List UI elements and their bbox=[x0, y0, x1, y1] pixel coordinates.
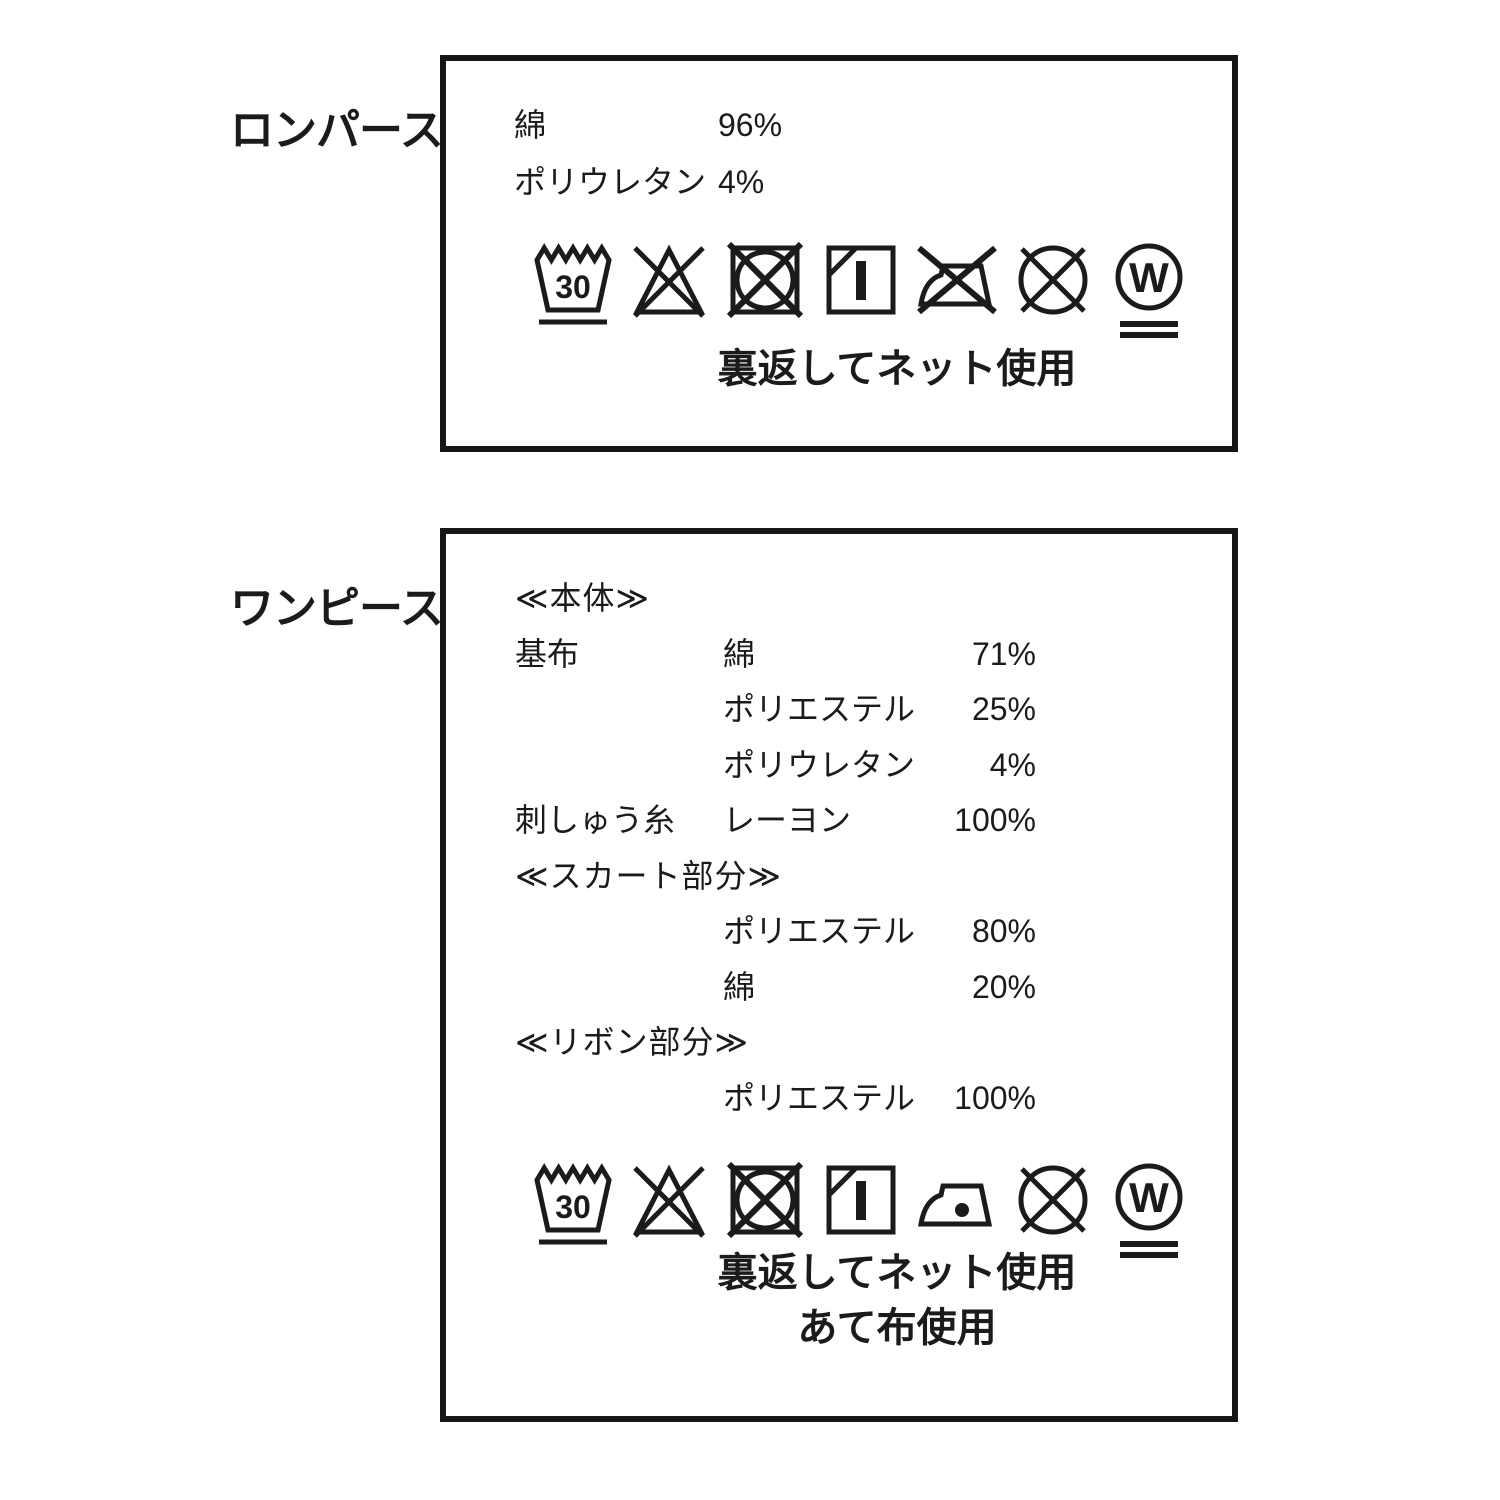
care-notes: 裏返してネット使用 あて布使用 bbox=[504, 1246, 1290, 1356]
composition-row: 綿 20% bbox=[515, 960, 1222, 1016]
composition-section-header: ≪スカート部分≫ bbox=[515, 849, 1222, 905]
material-percent: 96% bbox=[718, 107, 783, 143]
do-not-dry-clean-icon bbox=[1018, 245, 1088, 315]
section-label-onepiece: ワンピース bbox=[230, 584, 444, 633]
material-percent: 80% bbox=[971, 913, 1036, 949]
svg-text:W: W bbox=[1129, 1174, 1169, 1221]
material-name: 綿 bbox=[723, 635, 756, 672]
wet-clean-very-mild-icon: W bbox=[1115, 1163, 1183, 1258]
do-not-tumble-dry-icon bbox=[726, 241, 804, 319]
care-note: 裏返してネット使用 bbox=[717, 1251, 1077, 1295]
composition-row: 刺しゅう糸 レーヨン 100% bbox=[515, 793, 1222, 849]
composition-row: ポリエステル 80% bbox=[515, 904, 1222, 960]
section-header-text: ≪本体≫ bbox=[515, 580, 651, 616]
material-percent: 4% bbox=[989, 746, 1036, 783]
wash-30-mild-icon: 30 bbox=[534, 243, 612, 325]
composition-lines: 綿 96% ポリウレタン 4% bbox=[514, 97, 1222, 211]
material-percent: 100% bbox=[954, 1079, 1036, 1116]
care-box-onepiece: ≪本体≫ 基布綿 71% ポリエステル 25% ポリウレタン 4% 刺しゅう糸 レーヨン 100%… bbox=[440, 528, 1238, 1422]
part-name: 基布 bbox=[515, 635, 580, 672]
material-name: ポリウレタン bbox=[514, 164, 707, 200]
composition-row: 基布 綿 71% bbox=[515, 627, 1222, 683]
care-box-rompers: 綿 96% ポリウレタン 4% 30 W 裏返してネット使用 bbox=[440, 55, 1238, 452]
composition-lines: ≪本体≫ 基布綿 71% ポリエステル 25% ポリウレタン 4% 刺しゅう糸 レーヨン 100%… bbox=[515, 571, 1222, 1126]
care-notes: 裏返してネット使用 bbox=[504, 342, 1290, 397]
wet-clean-very-mild-icon: W bbox=[1115, 243, 1183, 338]
material-name: レーヨン bbox=[723, 802, 852, 838]
composition-section-header: ≪リボン部分≫ bbox=[515, 1015, 1222, 1071]
do-not-bleach-icon bbox=[632, 244, 706, 318]
material-name: 綿 bbox=[514, 107, 547, 143]
material-name: ポリエステル bbox=[723, 691, 916, 727]
composition-row: ポリウレタン 4% bbox=[515, 738, 1222, 794]
do-not-bleach-icon bbox=[632, 1164, 706, 1238]
material-name: ポリエステル bbox=[723, 1079, 916, 1116]
material-percent: 100% bbox=[954, 802, 1036, 838]
composition-section-header: ≪本体≫ bbox=[515, 571, 1222, 627]
material-percent: 71% bbox=[971, 635, 1036, 672]
care-symbols-row: 30 W bbox=[468, 240, 1254, 344]
composition-row: ポリエステル 25% bbox=[515, 682, 1222, 738]
composition-row: 綿 96% bbox=[514, 97, 1222, 154]
material-percent: 25% bbox=[971, 691, 1036, 727]
iron-low-icon bbox=[918, 1183, 993, 1227]
svg-text:W: W bbox=[1129, 254, 1169, 301]
do-not-dry-clean-icon bbox=[1018, 1165, 1088, 1235]
material-percent: 20% bbox=[971, 968, 1036, 1005]
composition-row: ポリウレタン 4% bbox=[514, 154, 1222, 211]
section-label-rompers: ロンパース bbox=[230, 106, 444, 155]
material-name: ポリウレタン bbox=[723, 746, 916, 783]
svg-text:30: 30 bbox=[555, 269, 591, 305]
care-note: あて布使用 bbox=[797, 1306, 997, 1350]
material-name: 綿 bbox=[723, 968, 756, 1005]
section-header-text: ≪スカート部分≫ bbox=[515, 857, 783, 894]
part-name: 刺しゅう糸 bbox=[515, 802, 676, 838]
composition-row: ポリエステル 100% bbox=[515, 1071, 1222, 1127]
section-header-text: ≪リボン部分≫ bbox=[515, 1024, 750, 1060]
care-symbols-row: 30 W bbox=[468, 1160, 1254, 1264]
wash-30-mild-icon: 30 bbox=[534, 1163, 612, 1245]
material-name: ポリエステル bbox=[723, 913, 916, 949]
line-dry-in-shade-icon bbox=[826, 1165, 896, 1235]
do-not-iron-icon bbox=[917, 245, 997, 315]
svg-text:30: 30 bbox=[555, 1189, 591, 1225]
do-not-tumble-dry-icon bbox=[726, 1161, 804, 1239]
care-note: 裏返してネット使用 bbox=[717, 347, 1077, 391]
material-percent: 4% bbox=[718, 164, 765, 200]
line-dry-in-shade-icon bbox=[826, 245, 896, 315]
